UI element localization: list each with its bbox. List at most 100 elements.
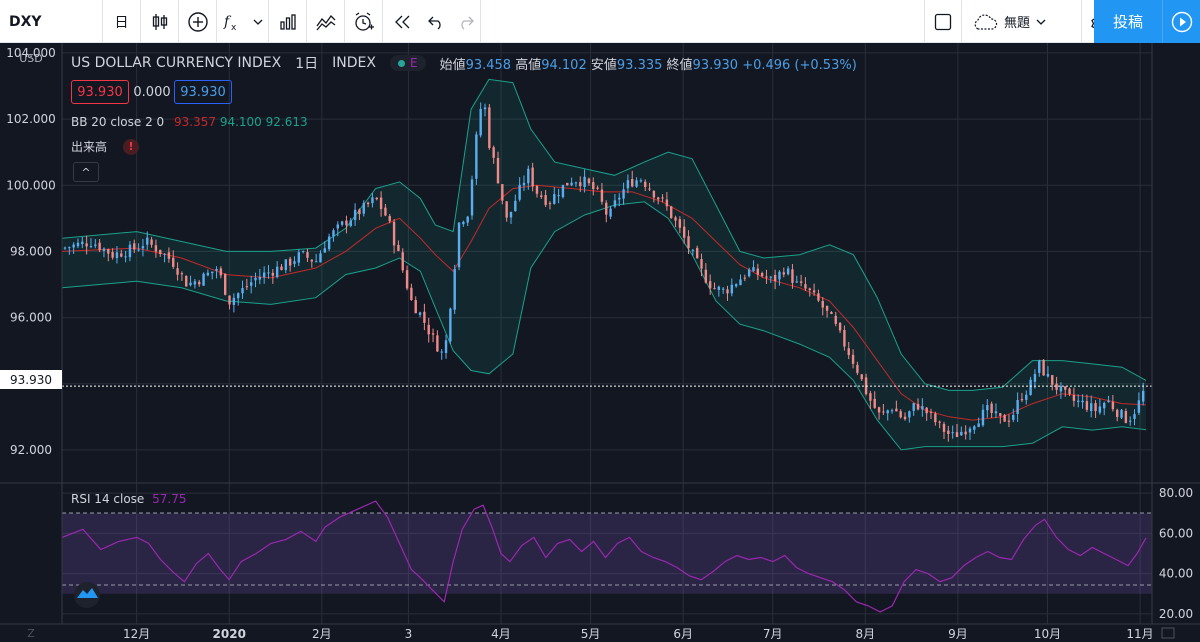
candle-body [444, 340, 448, 353]
candle-body [211, 271, 214, 274]
redo-icon[interactable] [451, 0, 481, 43]
compare-icon[interactable] [307, 0, 345, 43]
alert-icon[interactable] [345, 0, 383, 43]
candle-body [869, 393, 872, 401]
time-tick-label: 8月 [855, 627, 875, 641]
candle-body [618, 197, 621, 200]
candle-body [739, 279, 742, 286]
candle-body [553, 194, 556, 204]
candle-body [410, 287, 413, 301]
fullscreen-box-icon[interactable] [924, 0, 962, 43]
candle-body [786, 268, 790, 275]
symbol-title: US DOLLAR CURRENCY INDEX [71, 55, 282, 71]
candle-body [622, 189, 625, 199]
candle-body [475, 134, 478, 179]
candle-body [566, 182, 569, 186]
candle-body [1094, 403, 1097, 412]
candle-body [159, 249, 162, 254]
time-tick-label: 10月 [1034, 627, 1061, 641]
candle-body [652, 190, 656, 198]
candle-body [267, 272, 270, 274]
candle-body [345, 220, 348, 226]
rsi-legend[interactable]: RSI 14 close 57.75 [71, 492, 187, 506]
candle-body [760, 273, 764, 277]
play-icon[interactable] [1162, 0, 1200, 43]
candle-body [587, 178, 591, 184]
candle-body [670, 206, 673, 218]
candle-body [812, 290, 816, 293]
warning-icon[interactable]: ! [123, 138, 140, 155]
candle-body [1033, 374, 1037, 382]
financials-icon[interactable] [269, 0, 307, 43]
rsi-band [62, 513, 1152, 594]
candle-body [644, 181, 647, 188]
add-circle-icon[interactable] [179, 0, 217, 43]
chart-canvas[interactable]: 104.000102.000100.00098.00096.00094.0009… [0, 43, 1200, 642]
candle-body [570, 182, 573, 186]
candle-body [951, 432, 954, 434]
candle-body [85, 243, 88, 247]
buy-button[interactable]: 93.930 [174, 80, 232, 104]
replay-icon[interactable] [383, 0, 421, 43]
bollinger-legend[interactable]: BB 20 close 2 0 93.357 94.100 92.613 [71, 115, 308, 129]
candle-body [674, 217, 677, 221]
publish-button[interactable]: 投稿 [1094, 0, 1162, 43]
candle-body [332, 230, 335, 237]
price-axis-unit: USD [19, 52, 43, 65]
candle-body [635, 180, 638, 187]
candle-body [457, 222, 461, 268]
candle-body [280, 266, 283, 271]
candle-body [596, 187, 599, 189]
collapse-legend-button[interactable]: ^ [73, 162, 99, 182]
candle-body [133, 243, 136, 250]
candle-body [440, 351, 443, 353]
candle-body [366, 202, 370, 205]
candle-body [960, 431, 963, 436]
candle-body [916, 404, 920, 410]
candle-body [877, 407, 881, 413]
candle-body [682, 226, 686, 238]
candle-body [76, 242, 80, 247]
volume-legend[interactable]: 出来高 ! [71, 138, 140, 155]
candle-body [418, 312, 422, 315]
candle-body [592, 182, 595, 190]
candle-body [1124, 411, 1128, 423]
sell-button[interactable]: 93.930 [71, 80, 129, 104]
bar-style-icon[interactable] [141, 0, 179, 43]
candle-body [977, 423, 980, 427]
layout-template-button[interactable]: 無題 [962, 0, 1082, 43]
candle-body [1007, 420, 1011, 422]
candle-body [124, 256, 127, 258]
candle-body [202, 273, 205, 286]
interval-button[interactable]: 日 [103, 0, 141, 43]
time-tick-label: 3 [405, 627, 413, 641]
candle-body [713, 288, 716, 290]
candle-body [856, 364, 859, 373]
candle-body [163, 253, 166, 255]
candle-body [353, 209, 357, 221]
candle-body [704, 269, 708, 283]
symbol-search-button[interactable]: DXY [0, 0, 103, 43]
candle-body [509, 211, 513, 218]
candle-body [314, 261, 318, 263]
candle-body [449, 308, 452, 342]
candle-body [379, 197, 383, 210]
candle-body [102, 248, 106, 251]
legend-exchange: INDEX [332, 55, 376, 71]
candle-body [1038, 360, 1041, 373]
zoom-corner-icon[interactable]: Z [27, 627, 35, 640]
candle-body [388, 216, 391, 222]
chevron-down-icon[interactable] [247, 0, 269, 43]
candle-body [401, 252, 404, 271]
candle-body [899, 411, 902, 418]
candle-body [1141, 390, 1145, 402]
candle-body [808, 288, 811, 291]
candle-body [799, 281, 803, 283]
time-axis-corner-icon[interactable] [1161, 627, 1175, 639]
undo-icon[interactable] [421, 0, 451, 43]
candle-body [1012, 414, 1015, 420]
candle-body [72, 244, 75, 248]
candle-body [146, 237, 149, 245]
candle-body [488, 107, 491, 149]
